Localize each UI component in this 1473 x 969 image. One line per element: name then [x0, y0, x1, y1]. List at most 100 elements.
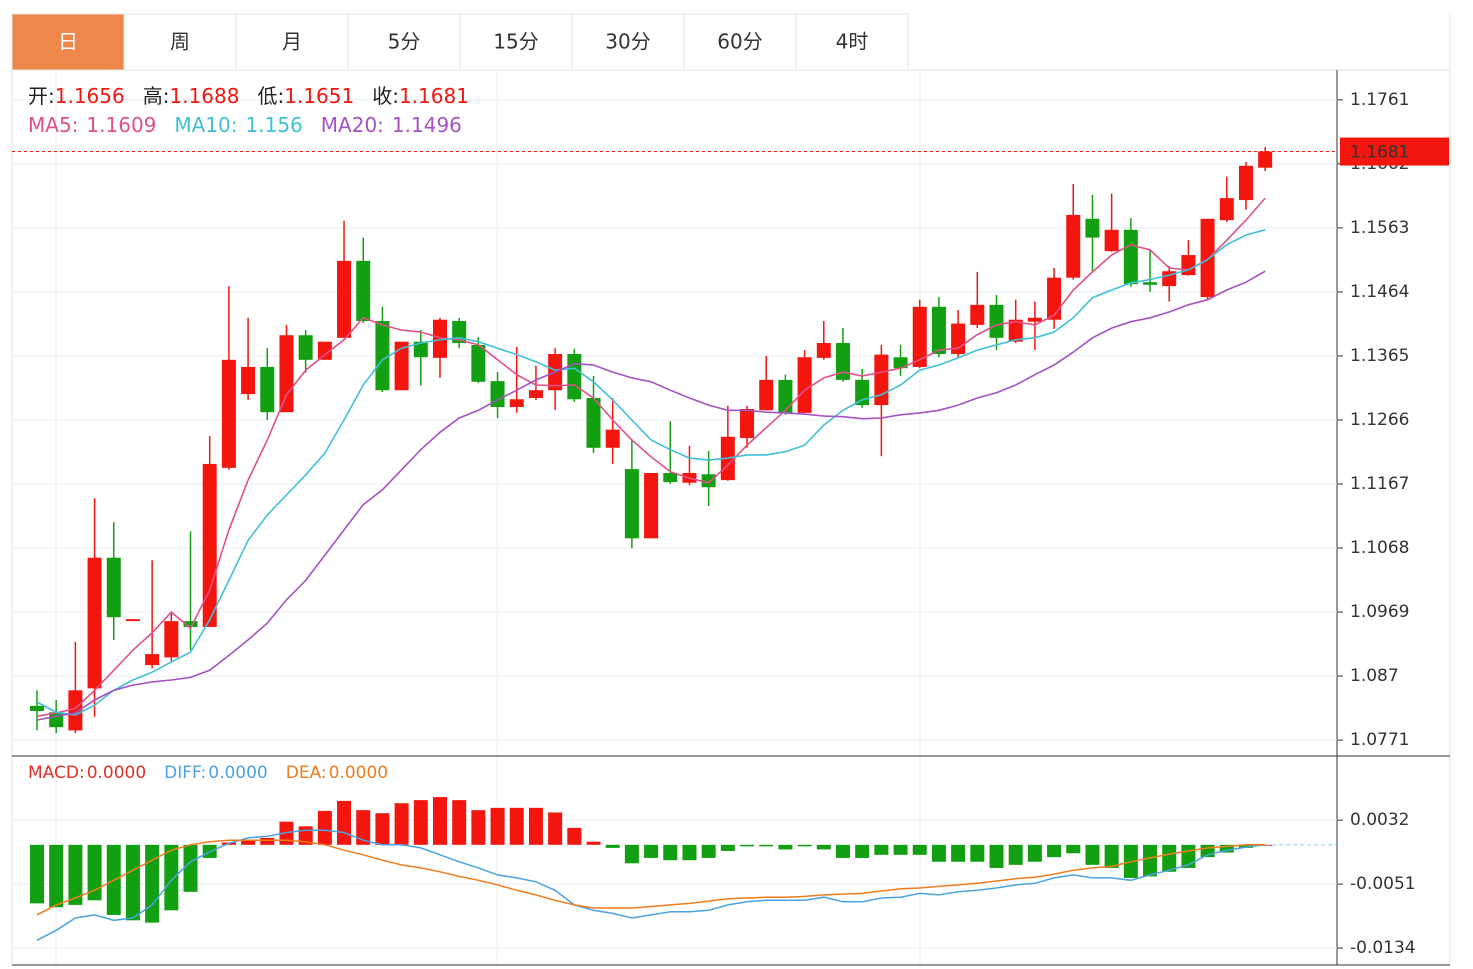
macd-bar	[586, 841, 601, 845]
macd-bar	[893, 844, 908, 855]
y-tick-label: 1.1464	[1350, 282, 1409, 302]
macd-bar	[1143, 844, 1158, 877]
macd-bar	[490, 807, 505, 845]
macd-bar	[413, 800, 428, 845]
tab[interactable]	[235, 13, 349, 71]
candle-body	[337, 260, 352, 338]
macd-bar	[663, 844, 678, 861]
macd-bar	[471, 810, 486, 845]
candle-body	[432, 319, 447, 358]
candle-body	[1181, 255, 1196, 276]
macd-bar	[624, 844, 639, 864]
last-price-label: 1.1681	[1350, 143, 1409, 163]
candle-body	[87, 557, 102, 689]
macd-bar	[874, 844, 889, 855]
macd-bar	[87, 844, 102, 901]
macd-bar	[260, 837, 275, 845]
y-tick-label: 1.1266	[1350, 410, 1409, 430]
macd-bar	[394, 803, 409, 845]
candle-body	[356, 260, 371, 322]
macd-bar	[1008, 844, 1023, 865]
macd-bar	[432, 797, 447, 845]
legend-value: 1.156	[246, 113, 303, 137]
y-tick-label: 1.1365	[1350, 346, 1409, 366]
tab[interactable]	[459, 13, 573, 71]
y-tick-label: 1.0771	[1350, 730, 1409, 750]
macd-bar	[30, 844, 44, 904]
macd-bar	[912, 844, 927, 855]
candle-body	[202, 463, 217, 627]
tab[interactable]	[571, 13, 685, 71]
macd-bar	[241, 840, 256, 845]
macd-bar	[797, 844, 812, 847]
macd-bar	[682, 844, 697, 861]
tab-label[interactable]: 周	[170, 30, 190, 54]
y-tick-label: 1.0969	[1350, 602, 1409, 622]
tab-label[interactable]: 60分	[717, 30, 762, 54]
candle-body	[644, 473, 659, 539]
macd-bar	[1162, 844, 1177, 872]
candle-body	[1258, 151, 1273, 168]
tab-label[interactable]: 月	[282, 30, 302, 54]
candle-body	[586, 397, 601, 448]
macd-bar	[1085, 844, 1100, 865]
tab-label[interactable]: 30分	[605, 30, 650, 54]
macd-bar	[567, 827, 582, 845]
ma-line	[36, 270, 1266, 721]
candle-body	[317, 341, 332, 360]
candle-body	[605, 429, 620, 448]
info-label: 开:	[28, 84, 55, 108]
macd-bar	[337, 800, 352, 845]
info-value: 1.1656	[55, 84, 125, 108]
candle-body	[375, 321, 390, 391]
tab-label[interactable]: 15分	[493, 30, 538, 54]
candle-body	[509, 399, 524, 408]
candle-body	[663, 473, 678, 483]
candle-body	[68, 690, 83, 731]
macd-legend: MACD: 0.0000 DIFF: 0.0000 DEA: 0.0000	[28, 763, 388, 783]
info-label: 高:	[143, 84, 170, 108]
macd-bar	[644, 844, 659, 858]
tab[interactable]	[123, 13, 237, 71]
candle-body	[816, 343, 831, 358]
tab-label[interactable]: 日	[58, 30, 78, 54]
macd-bar	[1219, 844, 1234, 853]
macd-bar	[145, 844, 160, 923]
candle-body	[1219, 198, 1234, 221]
y-tick-label: 1.1761	[1350, 90, 1409, 110]
tab[interactable]	[795, 13, 909, 71]
candle-body	[528, 390, 543, 398]
macd-bar	[931, 844, 946, 862]
macd-bar	[720, 844, 735, 851]
candle-body	[1085, 218, 1100, 238]
candle-body	[413, 341, 428, 358]
y-tick-label: 1.1563	[1350, 218, 1409, 238]
candle-body	[1238, 165, 1253, 201]
macd-bar	[816, 844, 831, 850]
macd-bar	[125, 844, 140, 921]
tab[interactable]	[11, 13, 125, 71]
candle-body	[1047, 277, 1062, 320]
candle-body	[893, 357, 908, 369]
info-value: 1.1688	[169, 84, 239, 108]
candle-body	[260, 366, 275, 413]
macd-bar	[528, 807, 543, 845]
tab-label[interactable]: 5分	[388, 30, 421, 54]
candle-body	[874, 354, 889, 406]
legend-value: 0.0000	[208, 763, 267, 783]
info-value: 1.1681	[399, 84, 469, 108]
legend-value: 0.0000	[87, 763, 146, 783]
info-label: 收:	[372, 84, 399, 108]
tab[interactable]	[347, 13, 461, 71]
ma-line	[36, 197, 1266, 717]
macd-bar	[701, 844, 716, 858]
tab-label[interactable]: 4时	[836, 30, 869, 54]
y-tick-label: 0.0032	[1350, 810, 1409, 830]
y-tick-label: -0.0134	[1350, 938, 1416, 958]
candle-body	[490, 381, 505, 408]
candle-body	[912, 306, 927, 367]
macd-bar	[951, 844, 966, 862]
legend-value: 1.1496	[392, 113, 462, 137]
macd-bar	[835, 844, 850, 858]
